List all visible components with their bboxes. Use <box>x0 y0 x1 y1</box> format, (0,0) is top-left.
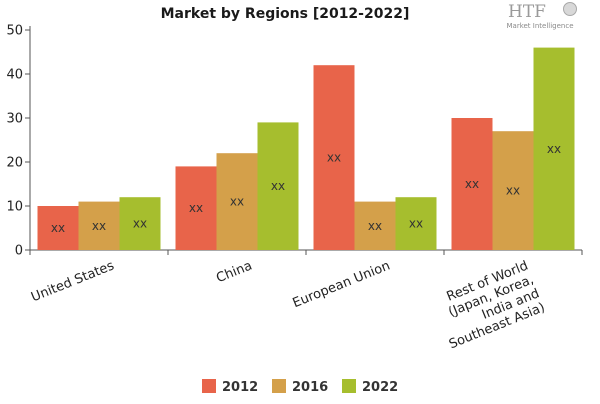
category-label-line: European Union <box>291 258 393 311</box>
data-label: xx <box>230 195 244 209</box>
logo-mark: HTF <box>508 2 546 22</box>
data-label: xx <box>547 142 561 156</box>
legend-label: 2016 <box>292 380 328 395</box>
legend-swatch <box>202 379 216 393</box>
y-tick-label: 20 <box>6 156 23 171</box>
bar <box>216 153 258 250</box>
bars <box>37 47 575 250</box>
category-label: China <box>214 258 254 286</box>
y-tick-label: 30 <box>6 112 23 127</box>
bar <box>492 131 534 250</box>
logo-tagline: Market Intelligence <box>506 22 573 30</box>
data-label: xx <box>368 219 382 233</box>
data-label: xx <box>465 177 479 191</box>
bar <box>313 65 355 250</box>
category-label: United States <box>29 258 116 305</box>
category-label: European Union <box>291 258 393 311</box>
legend-label: 2022 <box>362 380 398 395</box>
bar <box>37 206 79 250</box>
htf-logo: HTF Market Intelligence <box>506 2 577 30</box>
bar <box>533 47 575 250</box>
bar <box>119 197 161 250</box>
chart-title: Market by Regions [2012-2022] <box>161 6 410 22</box>
category-labels: United States China European Union Rest of … <box>29 258 547 352</box>
data-label: xx <box>92 219 106 233</box>
bar <box>78 201 120 250</box>
bar <box>451 118 493 250</box>
data-label: xx <box>409 217 423 231</box>
legend-swatch <box>272 379 286 393</box>
data-labels: xx xx xx xx xx xx xx xx xx xx xx xx <box>51 142 561 235</box>
category-label-line: United States <box>29 258 116 305</box>
y-tick-label: 40 <box>6 68 23 83</box>
data-label: xx <box>133 217 147 231</box>
legend: 2012 2016 2022 <box>202 379 398 395</box>
category-label: Rest of World(Japan, Korea,India andSout… <box>445 258 548 352</box>
data-label: xx <box>51 221 65 235</box>
globe-icon <box>563 2 577 16</box>
bar <box>354 201 396 250</box>
bar <box>395 197 437 250</box>
legend-label: 2012 <box>222 380 258 395</box>
y-tick-label: 10 <box>6 200 23 215</box>
data-label: xx <box>271 179 285 193</box>
bar <box>175 166 217 250</box>
data-label: xx <box>506 184 520 198</box>
data-label: xx <box>189 201 203 215</box>
data-label: xx <box>327 151 341 165</box>
bar <box>257 122 299 250</box>
y-tick-label: 50 <box>6 24 23 39</box>
category-label-line: China <box>214 258 254 286</box>
y-tick-label: 0 <box>15 244 23 259</box>
legend-swatch <box>342 379 356 393</box>
